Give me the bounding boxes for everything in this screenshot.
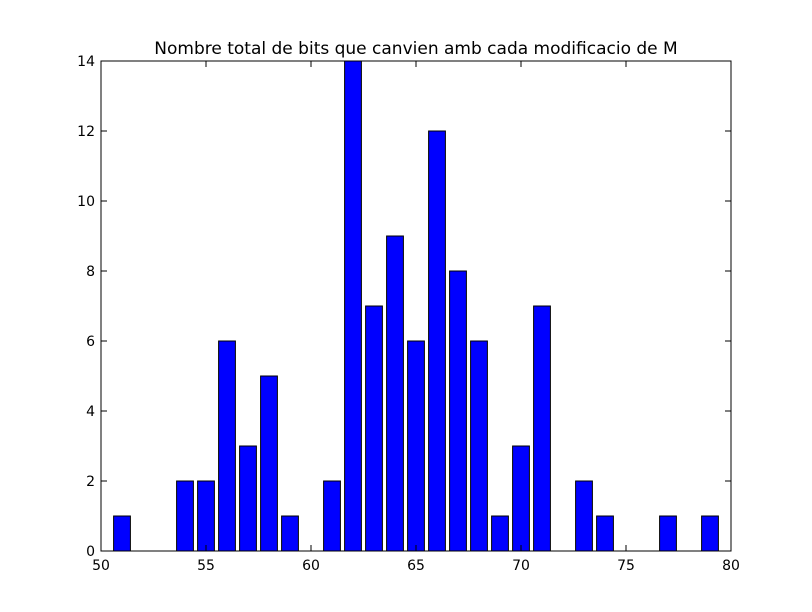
bar-56 [218,340,236,552]
y-tick-label-12: 12 [77,124,95,140]
bar-73 [575,480,593,552]
y-tick-label-8: 8 [86,264,95,280]
y-tick-label-10: 10 [77,194,95,210]
x-tick-label-60: 60 [302,558,320,574]
x-tick-label-50: 50 [92,558,110,574]
x-tick-label-65: 65 [407,558,425,574]
y-tick-label-2: 2 [86,474,95,490]
bar-62 [344,60,362,552]
bar-59 [281,515,299,552]
bar-65 [407,340,425,552]
bar-58 [260,375,278,552]
x-tick-label-55: 55 [197,558,215,574]
bar-66 [428,130,446,552]
y-tick-label-6: 6 [86,334,95,350]
bars-group [113,60,719,552]
bar-55 [197,480,215,552]
bar-77 [659,515,677,552]
axis-ticks: 50 55 60 65 70 75 80 0 2 4 6 8 10 12 14 [77,54,740,574]
bar-67 [449,270,467,552]
chart-title: Nombre total de bits que canvien amb cad… [154,39,677,59]
bar-74 [596,515,614,552]
y-tick-label-14: 14 [77,54,95,70]
plot-frame [100,60,732,552]
x-tick-label-80: 80 [722,558,740,574]
bar-54 [176,480,194,552]
bar-61 [323,480,341,552]
bar-69 [491,515,509,552]
bar-51 [113,515,131,552]
bar-71 [533,305,551,552]
bar-70 [512,445,530,552]
y-tick-label-0: 0 [86,544,95,560]
bar-79 [701,515,719,552]
bar-63 [365,305,383,552]
bar-57 [239,445,257,552]
x-tick-label-70: 70 [512,558,530,574]
y-tick-label-4: 4 [86,404,95,420]
bar-68 [470,340,488,552]
bar-64 [386,235,404,552]
x-tick-label-75: 75 [617,558,635,574]
